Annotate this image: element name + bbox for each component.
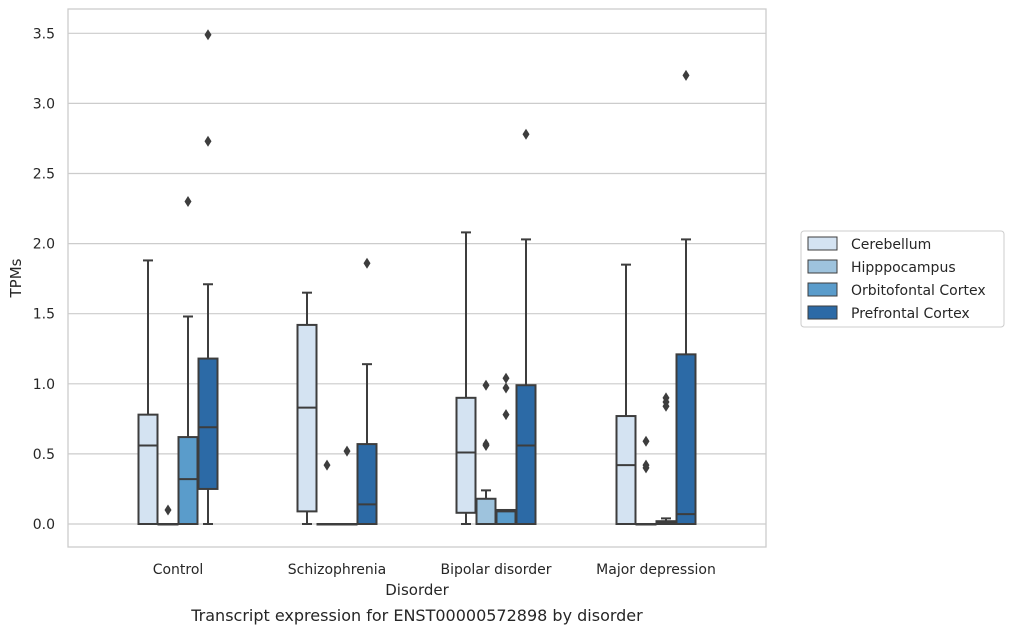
box-plots	[137, 29, 697, 526]
outlier-point	[204, 29, 212, 41]
y-tick-label: 0.5	[33, 447, 55, 463]
outlier-point	[164, 504, 172, 516]
outlier-point	[502, 382, 510, 394]
outlier-point	[343, 445, 351, 457]
y-tick-label: 1.0	[33, 377, 55, 393]
legend-swatch	[807, 282, 838, 297]
plot-frame	[67, 8, 767, 548]
box-group	[137, 259, 159, 526]
outlier-point	[522, 128, 530, 140]
box	[296, 323, 318, 513]
outlier-point	[682, 69, 690, 81]
box	[177, 436, 199, 525]
x-tick-labels: Control Schizophrenia Bipolar disorder Majo…	[153, 562, 716, 578]
y-tick-label: 2.0	[33, 237, 55, 253]
outlier-point	[502, 409, 510, 421]
x-tick-label: Control	[153, 562, 204, 578]
outlier-point	[323, 459, 331, 471]
box	[615, 415, 637, 525]
outlier-point	[184, 196, 192, 208]
box-group	[475, 379, 497, 526]
legend: Cerebellum Hipppocampus Orbitofontal Corte…	[800, 230, 1005, 328]
box-group	[675, 69, 697, 525]
legend-frame	[800, 230, 1005, 328]
y-tick-label: 0.0	[33, 517, 55, 533]
box-group	[197, 29, 219, 525]
box	[455, 396, 477, 514]
box-group	[356, 257, 378, 525]
legend-swatch	[807, 236, 838, 251]
y-tick-labels: 0.0 0.5 1.0 1.5 2.0 2.5 3.0 3.5	[33, 26, 55, 533]
box-group	[177, 196, 199, 525]
legend-label: Hipppocampus	[851, 260, 956, 276]
y-tick-label: 3.0	[33, 96, 55, 112]
box	[197, 357, 219, 490]
x-tick-label: Bipolar disorder	[440, 562, 551, 578]
outlier-point	[642, 459, 650, 471]
outlier-point	[363, 257, 371, 269]
x-tick-label: Schizophrenia	[288, 562, 386, 578]
outlier-point	[482, 438, 490, 450]
chart-caption: Transcript expression for ENST0000057289…	[190, 606, 643, 625]
legend-swatch	[807, 305, 838, 320]
box	[475, 497, 497, 526]
box	[137, 413, 159, 526]
legend-label: Orbitofontal Cortex	[851, 283, 986, 299]
y-axis-title: TPMs	[7, 258, 25, 298]
outlier-point	[502, 372, 510, 384]
box-group	[455, 231, 477, 525]
y-tick-label: 3.5	[33, 26, 55, 42]
box-group	[316, 459, 338, 526]
box-group	[655, 392, 677, 525]
outlier-point	[482, 379, 490, 391]
outlier-point	[204, 135, 212, 147]
box-group	[296, 291, 318, 525]
outlier-point	[642, 435, 650, 447]
box-group	[615, 263, 637, 525]
box	[515, 384, 537, 525]
x-axis-title: Disorder	[385, 581, 449, 599]
y-tick-label: 2.5	[33, 167, 55, 183]
legend-label: Prefrontal Cortex	[851, 306, 970, 322]
outlier-point	[662, 392, 670, 404]
box-group	[495, 372, 517, 526]
box	[675, 353, 697, 525]
legend-label: Cerebellum	[851, 237, 931, 253]
box-group	[515, 128, 537, 525]
x-tick-label: Major depression	[596, 562, 716, 578]
box	[356, 443, 378, 525]
legend-swatch	[807, 259, 838, 274]
y-tick-label: 1.5	[33, 307, 55, 323]
